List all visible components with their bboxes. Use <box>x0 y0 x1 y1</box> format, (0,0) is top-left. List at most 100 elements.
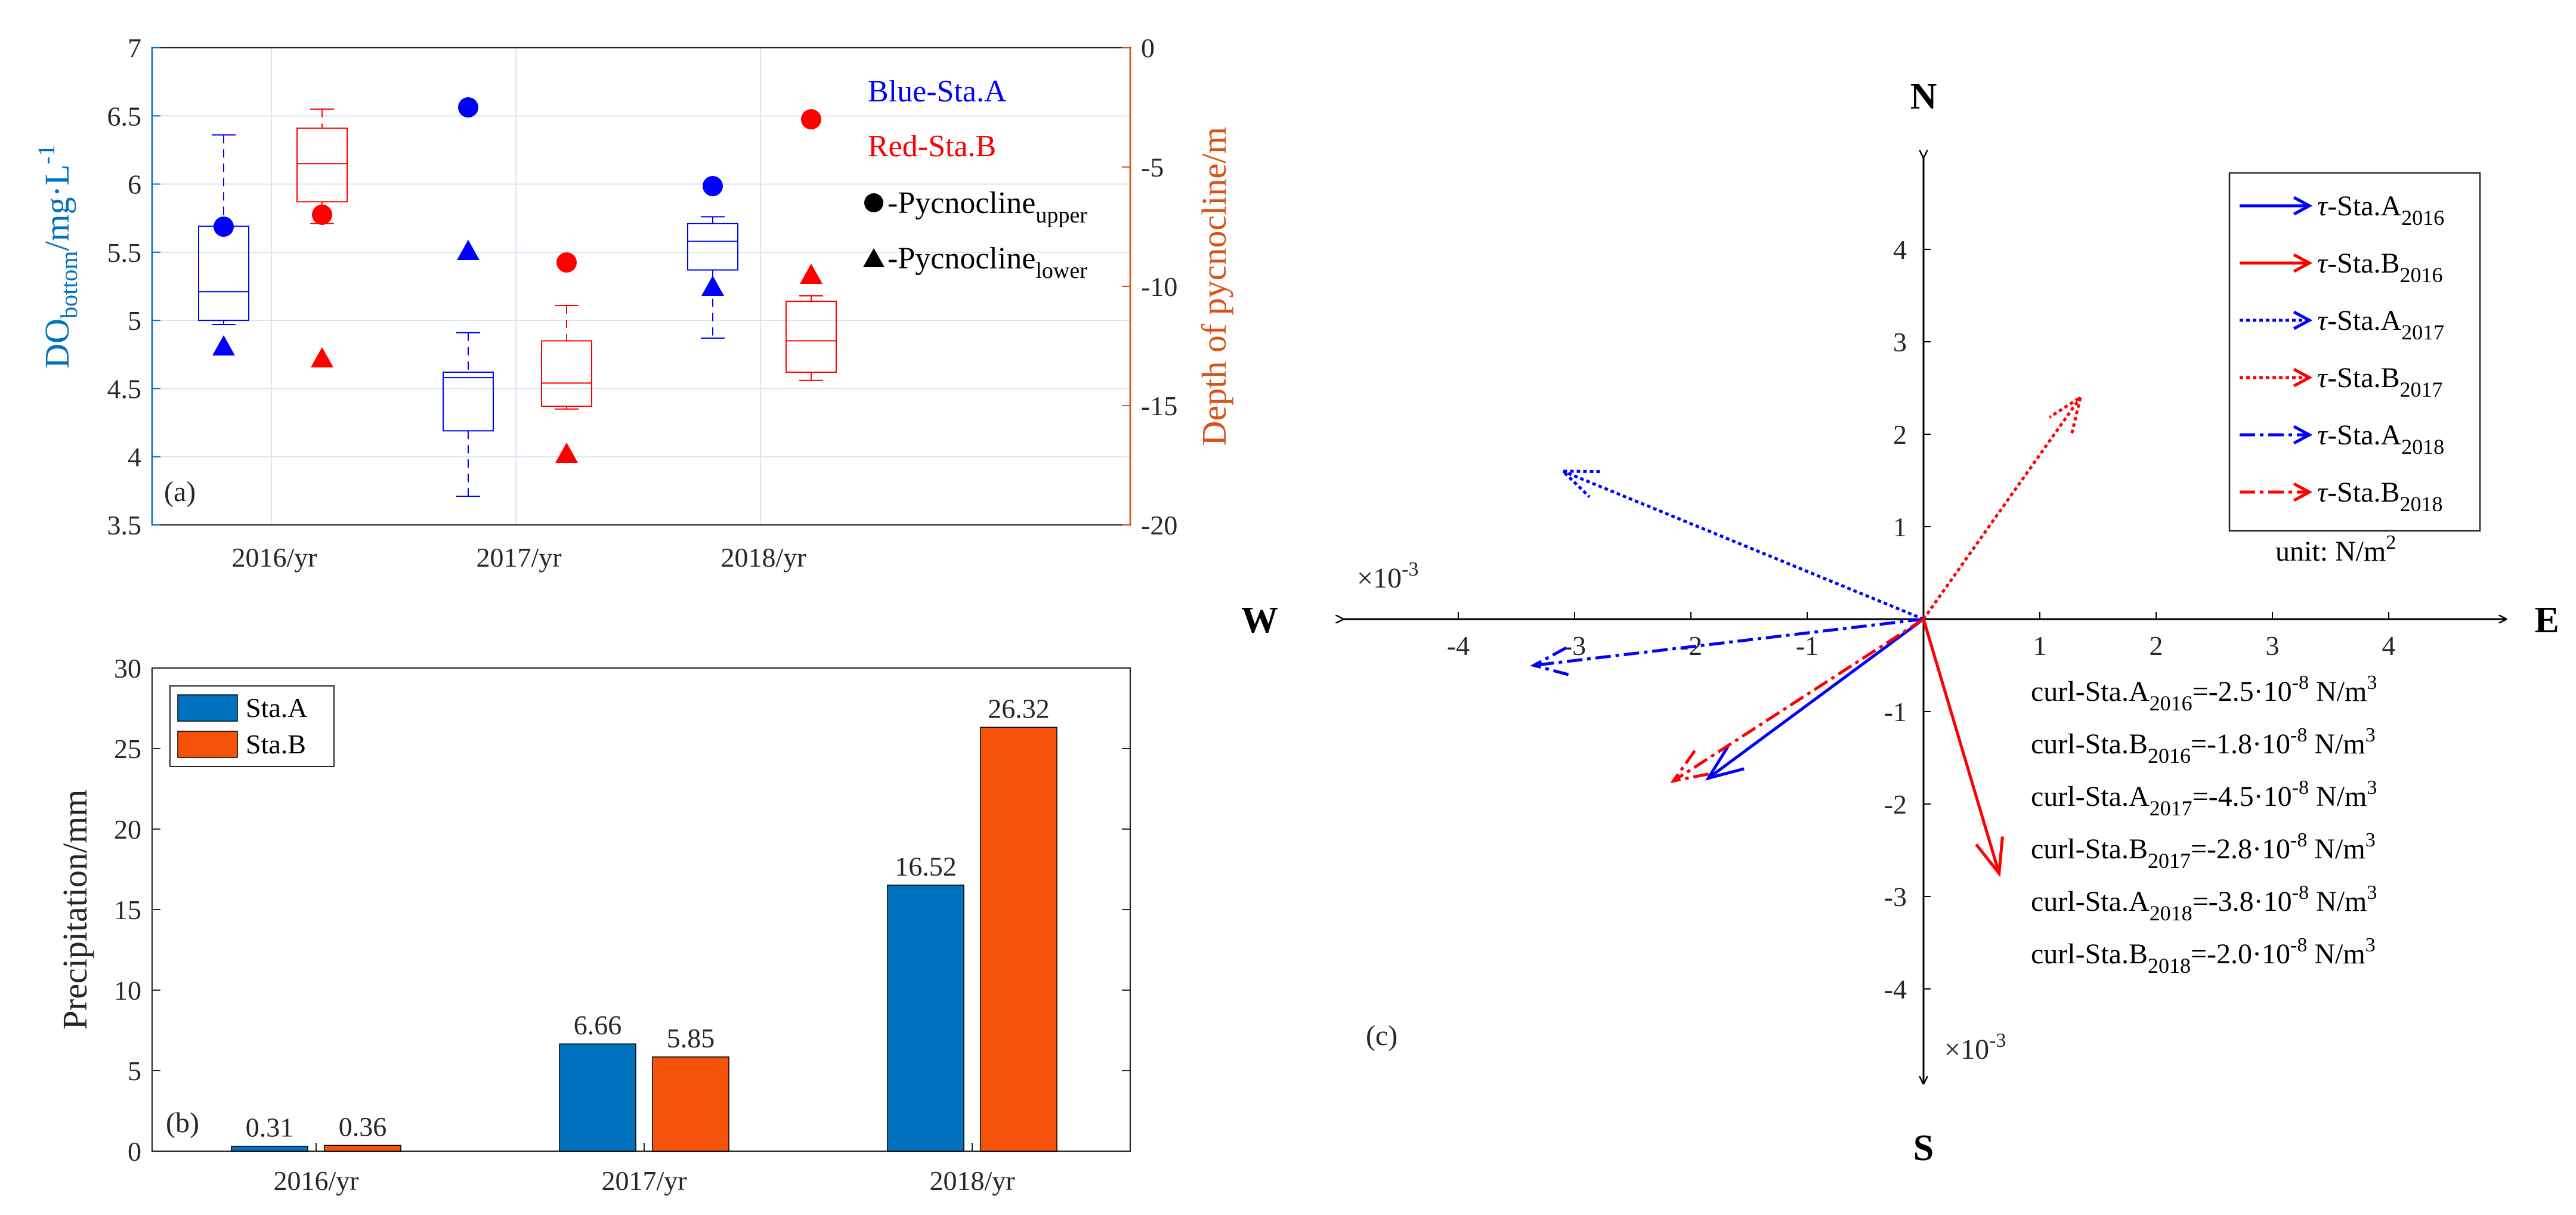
legend-red-sta-b: Red-Sta.B <box>868 129 996 163</box>
panel-a-left-tick-label: 6 <box>128 169 141 200</box>
panel-c-x-tick-label: 1 <box>2033 630 2047 661</box>
panel-a-right-tick-label: -10 <box>1141 271 1177 302</box>
curl-annotation: curl-Sta.B2018=-2.0·10-8 N/m3 <box>2031 934 2376 978</box>
bar-sta-a-2 <box>887 885 964 1152</box>
panel-b-label: (b) <box>166 1107 199 1139</box>
bar-sta-b-0 <box>324 1145 401 1152</box>
box-sta-a-1 <box>443 332 494 497</box>
vector-shaft <box>1707 617 1925 780</box>
pycnocline-lower-marker <box>457 240 480 260</box>
vector-shaft <box>1533 617 1924 667</box>
vector-head <box>1530 646 1570 676</box>
panel-c-x-tick-label: -3 <box>1563 630 1586 661</box>
panel-b-y-tick-label: 25 <box>114 734 141 764</box>
legend-vector-label: τ-Sta.A2018 <box>2317 419 2444 459</box>
legend-unit: unit: N/m2 <box>2275 531 2396 567</box>
legend-vector-label: τ-Sta.B2017 <box>2317 362 2443 401</box>
panel-a-pycnocline-markers <box>212 97 822 463</box>
box-sta-b-2 <box>786 295 837 381</box>
panel-b-y-tick-label: 5 <box>128 1056 141 1086</box>
legend-swatch-sta-a <box>177 694 238 722</box>
panel-a-legend: Blue-Sta.A Red-Sta.B -Pycnoclineupper -P… <box>863 75 1087 283</box>
panel-a-x-tick-label: 2016/yr <box>231 542 317 573</box>
legend-arrowhead <box>2293 482 2313 502</box>
panel-a-x-ticks: 2016/yr 2017/yr 2018/yr <box>231 542 806 573</box>
legend-label-sta-b: Sta.B <box>246 729 306 759</box>
pycnocline-lower-marker <box>311 347 333 367</box>
panel-b-y-tick-label: 10 <box>114 975 141 1006</box>
curl-annotation: curl-Sta.B2017=-2.8·10-8 N/m3 <box>2031 829 2376 873</box>
panel-c-curl-annotations: curl-Sta.A2016=-2.5·10-8 N/m3 curl-Sta.B2… <box>2031 672 2377 978</box>
panel-b-y-tick-label: 0 <box>128 1136 141 1167</box>
vector-stab-2017 <box>1922 394 2083 620</box>
legend-vector-label: τ-Sta.B2018 <box>2317 477 2443 516</box>
panel-b-x-ticks: 2016/yr 2017/yr 2018/yr <box>273 1143 1015 1196</box>
vector-shaft <box>1672 617 1925 783</box>
panel-b-legend: Sta.A Sta.B <box>169 685 335 767</box>
panel-a-x-tick-label: 2017/yr <box>476 542 561 573</box>
direction-north: N <box>1910 76 1937 117</box>
panel-c-vectors <box>1530 394 2083 877</box>
bar-value-label: 16.52 <box>895 851 957 882</box>
direction-east: E <box>2534 600 2559 641</box>
bar-value-label: 0.36 <box>339 1111 387 1142</box>
legend-vector-label: τ-Sta.B2016 <box>2317 248 2443 287</box>
pycnocline-lower-marker <box>701 276 724 296</box>
panel-a-x-tick-label: 2018/yr <box>720 542 806 573</box>
panel-a-label: (a) <box>164 476 196 508</box>
pycnocline-lower-marker <box>212 335 235 355</box>
box-iqr <box>443 372 494 432</box>
panel-c-y-tick-label: 1 <box>1893 512 1907 542</box>
panel-a-left-tick-label: 4 <box>128 442 141 472</box>
bar-sta-a-1 <box>559 1043 636 1152</box>
panel-c-x-tick-label: -1 <box>1796 630 1819 661</box>
panel-a-left-tick-label: 4.5 <box>107 373 142 404</box>
legend-pycnocline-upper: -Pycnoclineupper <box>887 186 1087 228</box>
legend-arrowhead <box>2293 367 2313 388</box>
box-iqr <box>198 225 249 321</box>
legend-circle-marker <box>864 193 883 212</box>
x-axis-multiplier: ×10-3 <box>1357 558 1418 594</box>
vector-head <box>2048 394 2083 434</box>
panel-a-left-tick-label: 7 <box>128 33 141 63</box>
panel-a-grid <box>152 48 1130 525</box>
pycnocline-upper-marker <box>214 217 234 237</box>
panel-a-boxes <box>198 108 837 497</box>
panel-a-left-tick-label: 5 <box>128 305 141 336</box>
y-axis-multiplier: ×10-3 <box>1944 1029 2006 1065</box>
vector-shaft <box>1562 469 1924 621</box>
panel-c-legend-items: τ-Sta.A2016 τ-Sta.B2016 τ-Sta.A2017 τ-Sta.B… <box>2240 190 2444 516</box>
box-sta-a-2 <box>687 216 738 339</box>
legend-vector-label: τ-Sta.A2017 <box>2317 305 2444 344</box>
panel-a-left-ticks: 3.5 4 4.5 5 5.5 6 6.5 7 <box>107 33 160 540</box>
vector-shaft <box>1922 396 2082 620</box>
bar-value-label: 26.32 <box>988 693 1050 724</box>
legend-arrowhead <box>2293 253 2313 273</box>
panel-c-legend: τ-Sta.A2016 τ-Sta.B2016 τ-Sta.A2017 τ-Sta.B… <box>2228 172 2481 567</box>
bar-value-label: 0.31 <box>246 1112 294 1143</box>
panel-b-x-tick-label: 2017/yr <box>601 1165 686 1196</box>
panel-a-left-axis-label: DObottom/mg·L-1 <box>33 144 82 368</box>
panel-a-right-tick-label: -5 <box>1141 152 1164 183</box>
panel-c-y-tick-label: -4 <box>1884 974 1907 1004</box>
vector-staa-2017 <box>1559 469 1924 621</box>
panel-b-bars: 0.31 6.66 16.52 0.36 5.85 26.32 <box>231 693 1057 1152</box>
panel-c-x-tick-label: 4 <box>2382 630 2396 661</box>
panel-b-y-axis-label: Precipitation/mm <box>55 790 94 1030</box>
panel-c-y-tick-label: -1 <box>1884 697 1907 727</box>
direction-south: S <box>1913 1128 1934 1168</box>
panel-b-y-tick-label: 20 <box>114 814 141 845</box>
panel-c-y-tick-label: 4 <box>1893 234 1907 265</box>
panel-a-right-tick-label: 0 <box>1141 33 1155 63</box>
legend-vector-label: τ-Sta.A2016 <box>2317 190 2444 230</box>
vector-head <box>1975 836 2004 877</box>
panel-a-right-tick-label: -15 <box>1141 391 1177 421</box>
panel-c-x-tick-label: -4 <box>1447 630 1470 661</box>
legend-pycnocline-lower: -Pycnoclinelower <box>887 242 1087 283</box>
vector-stab-2018 <box>1670 617 1925 783</box>
pycnocline-upper-marker <box>556 252 577 273</box>
box-iqr <box>296 127 348 203</box>
legend-swatch-sta-b <box>177 731 238 758</box>
